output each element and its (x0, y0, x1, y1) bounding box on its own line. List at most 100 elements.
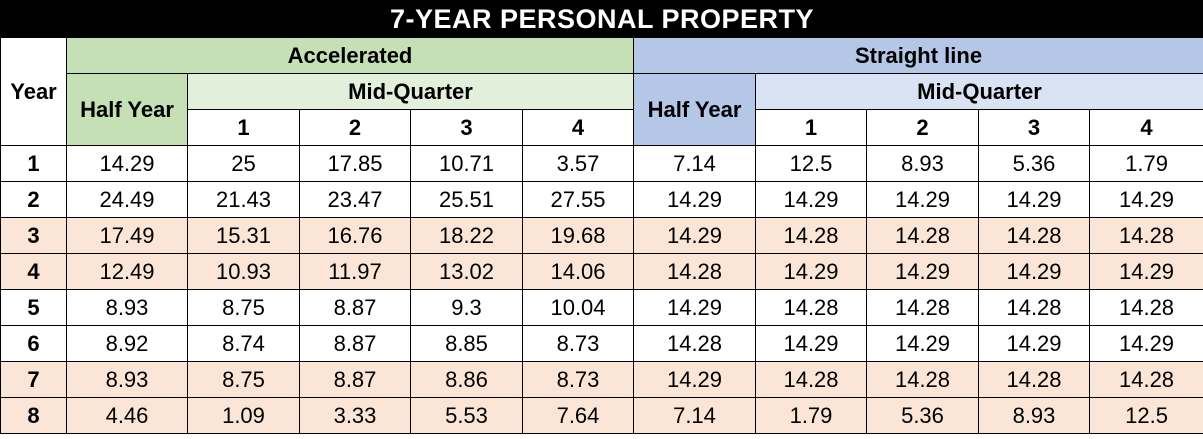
value-cell: 1.79 (755, 397, 867, 434)
value-cell: 14.28 (978, 289, 1090, 326)
value-cell: 14.29 (633, 181, 756, 218)
value-cell: 14.28 (633, 325, 756, 362)
value-cell: 8.93 (66, 361, 188, 398)
value-cell: 14.29 (866, 181, 979, 218)
table-row: 2 24.49 21.43 23.47 25.51 27.55 14.29 14… (0, 181, 1203, 218)
year-cell: 7 (0, 361, 67, 398)
value-cell: 17.49 (66, 217, 188, 254)
value-cell: 14.29 (633, 289, 756, 326)
value-cell: 21.43 (187, 181, 300, 218)
straight-line-mid-quarter-header: Mid-Quarter (754, 73, 1203, 110)
value-cell: 5.53 (410, 397, 523, 434)
value-cell: 1.79 (1088, 145, 1203, 182)
value-cell: 14.29 (633, 361, 756, 398)
value-cell: 14.28 (866, 361, 979, 398)
header-row-3: 1 2 3 4 1 2 3 4 (1, 109, 1203, 146)
value-cell: 17.85 (299, 145, 411, 182)
value-cell: 14.28 (866, 289, 979, 326)
value-cell: 14.28 (755, 361, 867, 398)
value-cell: 14.29 (755, 253, 867, 290)
value-cell: 25 (187, 145, 300, 182)
value-cell: 8.73 (522, 325, 634, 362)
value-cell: 14.28 (633, 253, 756, 290)
value-cell: 8.85 (410, 325, 523, 362)
value-cell: 14.29 (978, 181, 1090, 218)
value-cell: 4.46 (66, 397, 188, 434)
value-cell: 7.14 (633, 397, 756, 434)
value-cell: 8.87 (299, 361, 411, 398)
value-cell: 15.31 (187, 217, 300, 254)
table-row: 3 17.49 15.31 16.76 18.22 19.68 14.29 14… (0, 217, 1203, 254)
value-cell: 7.14 (633, 145, 756, 182)
value-cell: 14.29 (978, 325, 1090, 362)
header-row-2: Half Year Mid-Quarter Half Year Mid-Quar… (1, 73, 1203, 146)
value-cell: 10.93 (187, 253, 300, 290)
value-cell: 5.36 (978, 145, 1090, 182)
value-cell: 12.5 (755, 145, 867, 182)
value-cell: 14.29 (755, 325, 867, 362)
value-cell: 11.97 (299, 253, 411, 290)
value-cell: 14.28 (1088, 289, 1203, 326)
value-cell: 14.28 (755, 289, 867, 326)
year-cell: 1 (0, 145, 67, 182)
value-cell: 14.28 (866, 217, 979, 254)
value-cell: 8.87 (299, 325, 411, 362)
value-cell: 8.92 (66, 325, 188, 362)
value-cell: 9.3 (410, 289, 523, 326)
straight-line-quarter-4-header: 4 (1088, 109, 1203, 146)
value-cell: 8.74 (187, 325, 300, 362)
table-title: 7-YEAR PERSONAL PROPERTY (0, 0, 1203, 38)
straight-line-quarter-1-header: 1 (755, 109, 867, 146)
value-cell: 16.76 (299, 217, 411, 254)
straight-line-header: Straight line (632, 37, 1203, 74)
value-cell: 14.29 (866, 325, 979, 362)
year-cell: 2 (0, 181, 67, 218)
value-cell: 14.29 (866, 253, 979, 290)
value-cell: 1.09 (187, 397, 300, 434)
accelerated-quarter-1-header: 1 (187, 109, 300, 146)
value-cell: 14.28 (755, 217, 867, 254)
header-row-1: Year Accelerated Straight line (0, 37, 1203, 146)
value-cell: 14.06 (522, 253, 634, 290)
accelerated-quarter-3-header: 3 (410, 109, 523, 146)
value-cell: 14.29 (1088, 325, 1203, 362)
value-cell: 14.29 (66, 145, 188, 182)
table-row: 7 8.93 8.75 8.87 8.86 8.73 14.29 14.28 1… (0, 361, 1203, 398)
table-row: 5 8.93 8.75 8.87 9.3 10.04 14.29 14.28 1… (0, 289, 1203, 326)
value-cell: 13.02 (410, 253, 523, 290)
value-cell: 7.64 (522, 397, 634, 434)
table-row: 4 12.49 10.93 11.97 13.02 14.06 14.28 14… (0, 253, 1203, 290)
accelerated-half-year-header: Half Year (66, 73, 188, 146)
value-cell: 14.29 (755, 181, 867, 218)
value-cell: 8.73 (522, 361, 634, 398)
year-cell: 6 (0, 325, 67, 362)
value-cell: 14.28 (1088, 361, 1203, 398)
straight-line-quarter-2-header: 2 (866, 109, 979, 146)
value-cell: 14.29 (1088, 253, 1203, 290)
table-row: 6 8.92 8.74 8.87 8.85 8.73 14.28 14.29 1… (0, 325, 1203, 362)
value-cell: 24.49 (66, 181, 188, 218)
value-cell: 25.51 (410, 181, 523, 218)
year-cell: 5 (0, 289, 67, 326)
value-cell: 3.57 (522, 145, 634, 182)
value-cell: 14.29 (978, 253, 1090, 290)
straight-line-half-year-header: Half Year (633, 73, 756, 146)
table-row: 8 4.46 1.09 3.33 5.53 7.64 7.14 1.79 5.3… (0, 397, 1203, 434)
year-cell: 4 (0, 253, 67, 290)
value-cell: 27.55 (522, 181, 634, 218)
value-cell: 8.93 (866, 145, 979, 182)
value-cell: 10.04 (522, 289, 634, 326)
value-cell: 14.28 (978, 217, 1090, 254)
value-cell: 14.29 (633, 217, 756, 254)
value-cell: 8.93 (66, 289, 188, 326)
value-cell: 8.75 (187, 361, 300, 398)
value-cell: 12.5 (1088, 397, 1203, 434)
year-cell: 3 (0, 217, 67, 254)
value-cell: 10.71 (410, 145, 523, 182)
value-cell: 8.93 (978, 397, 1090, 434)
table-row: 1 14.29 25 17.85 10.71 3.57 7.14 12.5 8.… (0, 145, 1203, 182)
value-cell: 8.86 (410, 361, 523, 398)
value-cell: 14.29 (1088, 181, 1203, 218)
straight-line-quarter-3-header: 3 (978, 109, 1090, 146)
